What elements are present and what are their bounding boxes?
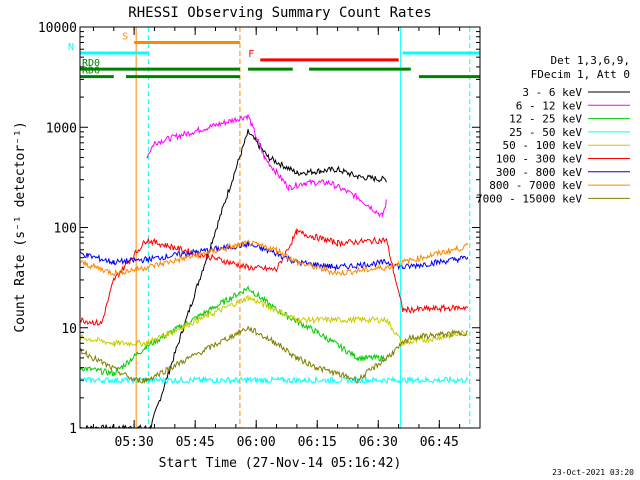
x-tick-label-2: 06:00	[237, 435, 276, 450]
legend-label-1: 6 - 12 keV	[516, 99, 583, 112]
y-tick-label-3: 1000	[46, 121, 77, 136]
series-line-2	[79, 285, 387, 377]
x-tick-label-0: 05:30	[115, 435, 154, 450]
legend-label-0: 3 - 6 keV	[522, 86, 582, 99]
y-tick-label-0: 1	[69, 422, 77, 437]
x-tick-label-5: 06:45	[420, 435, 459, 450]
series-line-6	[79, 239, 469, 272]
x-axis-label: Start Time (27-Nov-14 05:16:42)	[159, 456, 402, 471]
legend-label-2: 12 - 25 keV	[509, 113, 582, 126]
legend-label-7: 800 - 7000 keV	[489, 179, 582, 192]
y-tick-label-4: 10000	[38, 21, 77, 36]
flag-label-s: S	[122, 32, 128, 43]
series-line-8	[79, 326, 468, 385]
x-tick-label-1: 05:45	[176, 435, 215, 450]
y-tick-label-2: 100	[54, 222, 77, 237]
flag-label-n: N	[68, 42, 74, 53]
legend-label-5: 100 - 300 keV	[496, 153, 582, 166]
legend-header-line2: FDecim 1, Att 0	[531, 68, 630, 81]
flag-label-rd0: RD0	[82, 58, 100, 69]
legend-label-4: 50 - 100 keV	[503, 139, 583, 152]
series-line-5	[79, 227, 469, 326]
timestamp: 23-Oct-2021 03:20	[552, 468, 634, 477]
legend-label-8: 7000 - 15000 keV	[476, 192, 582, 205]
chart-title: RHESSI Observing Summary Count Rates	[128, 5, 431, 21]
x-tick-label-4: 06:30	[359, 435, 398, 450]
legend-label-3: 25 - 50 keV	[509, 126, 582, 139]
plot-frame	[79, 26, 481, 429]
flag-label-f: F	[248, 49, 254, 60]
flag-label-rd6: RD6	[82, 66, 100, 77]
series-line-1	[146, 114, 387, 218]
x-tick-label-3: 06:15	[298, 435, 337, 450]
series-line-3	[79, 375, 469, 386]
legend-header-line1: Det 1,3,6,9,	[551, 54, 630, 67]
series-line-0	[79, 128, 387, 430]
legend-label-6: 300 - 800 keV	[496, 166, 582, 179]
y-axis-label: Count Rate (s⁻¹ detector⁻¹)	[13, 121, 28, 332]
series-line-4	[79, 295, 468, 348]
y-tick-label-1: 10	[61, 322, 77, 337]
series-line-7	[79, 239, 469, 277]
